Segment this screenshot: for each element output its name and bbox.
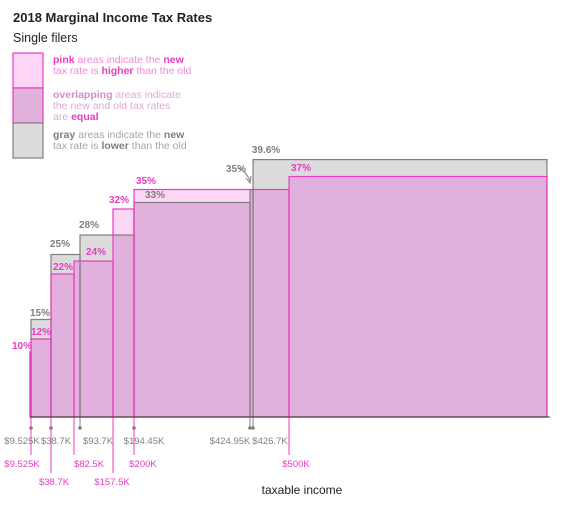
legend-swatch-pink [12,52,44,89]
legend-segment: new [163,54,184,66]
legend-segment: higher [101,65,133,77]
old-threshold-label: $93.7K [83,436,114,447]
legend-segment: tax rate is [53,140,101,152]
old-rate-label: 15% [30,308,50,319]
lower-segment [80,235,113,261]
old-threshold-dot [78,426,82,430]
threshold-labels: $9.525K $38.7K $93.7K $194.45K $424.95K $426.… [4,436,310,488]
rate-labels: 15% 25% 28% 33% 35% 39.6% 10% 12% 22% 24% 32% 35% 37… [12,145,311,352]
old-threshold-label: $38.7K [41,436,72,447]
legend-swatch-overlap [12,87,44,124]
chart-subtitle: Single filers [13,31,78,45]
old-threshold-label: $194.45K [124,436,165,447]
legend-segment: overlapping [53,89,113,101]
new-threshold-label: $500K [282,459,310,470]
new-threshold-label: $82.5K [74,459,105,470]
legend-line: tax rate is higher than the old [53,65,191,77]
callout-arrow [237,167,251,182]
higher-segment [113,209,134,235]
legend-swatch-gray [12,122,44,159]
legend-line: pink areas indicate the new [53,54,185,66]
overlap-segment [80,261,113,417]
legend-segment: pink [53,54,75,66]
new-rate-label: 37% [291,163,311,174]
old-rate-label: 39.6% [252,145,280,156]
legend-line: are equal [53,111,99,123]
old-rate-label: 25% [50,239,70,250]
overlap-segment [113,235,134,417]
new-threshold-label: $9.525K [4,459,40,470]
old-rate-label: 35% [226,164,246,175]
callout-arrowhead [245,175,252,185]
overlap-segment [74,261,80,417]
overlap-segment [31,339,51,417]
old-threshold-label: $426.7K [252,436,288,447]
legend-segment: new [164,129,185,141]
overlap-segment [51,274,74,417]
legend-segment: tax rate is [53,65,101,77]
lower-segment [74,254,80,261]
lower-segment [289,159,547,177]
new-threshold-label: $157.5K [94,477,130,488]
legend-line: tax rate is lower than the old [53,140,187,152]
new-rate-label: 22% [53,262,73,273]
old-threshold-dot [248,426,252,430]
rate-bars [29,159,548,418]
legend-segment: gray [53,129,75,141]
old-rate-label: 28% [79,220,99,231]
new-rate-label: 10% [12,341,32,352]
legend-segment: than the old [134,65,192,77]
overlap-segment [289,176,547,417]
legend-segment: areas indicate the [75,54,164,66]
legend-segment: the new and old tax rates [53,100,170,112]
lower-segment [253,159,289,190]
legend-segment: are [53,111,71,123]
new-threshold-label: $38.7K [39,477,70,488]
x-axis-label: taxable income [262,483,343,497]
legend-line: the new and old tax rates [53,100,170,112]
old-rate-label: 33% [145,190,165,201]
new-threshold-label: $200K [129,459,157,470]
new-rate-label: 24% [86,247,106,258]
legend-segment: areas indicate the [75,129,164,141]
lower-segment [51,254,74,274]
overlap-segment [250,189,253,417]
old-threshold-dot [251,426,255,430]
new-rate-label: 32% [109,195,129,206]
overlap-segment [134,202,250,417]
threshold-markers [29,417,290,473]
legend-line: overlapping areas indicate [53,89,181,101]
legend-segment: areas indicate [113,89,181,101]
chart-title: 2018 Marginal Income Tax Rates [13,10,212,25]
legend-segment: than the old [129,140,187,152]
old-threshold-label: $424.95K [210,436,251,447]
legend-segment: equal [71,111,99,123]
overlap-segment [253,189,289,417]
higher-segment [134,189,250,203]
old-threshold-label: $9.525K [4,436,40,447]
legend-segment: lower [101,140,128,152]
legend-line: gray areas indicate the new [53,129,185,141]
new-rate-label: 35% [136,176,156,187]
lower-segment [31,319,51,339]
new-rate-label: 12% [31,327,51,338]
